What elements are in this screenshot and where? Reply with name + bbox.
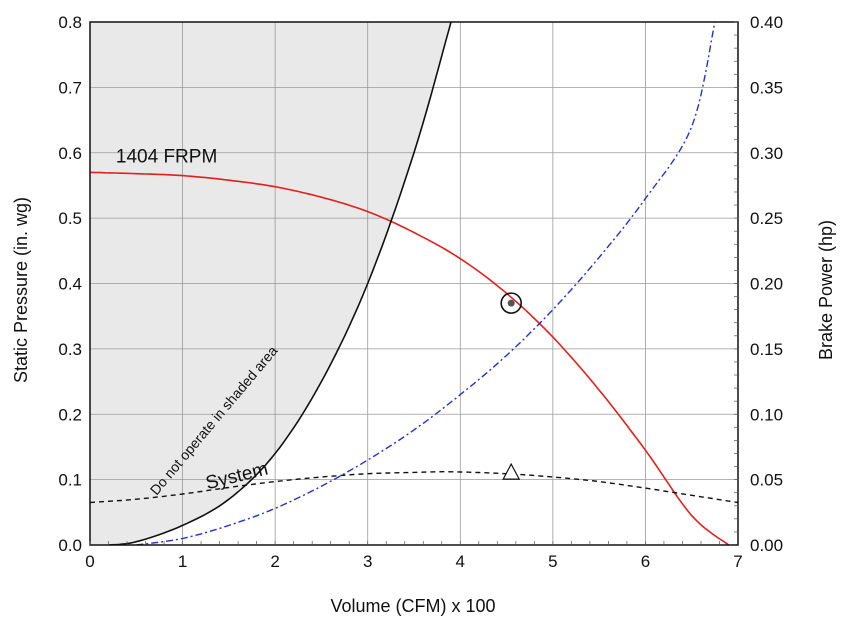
- y-tick-label: 0.5: [58, 209, 82, 228]
- y2-tick-label: 0.25: [750, 209, 783, 228]
- operating-point-ring: [500, 292, 523, 314]
- y-tick-label: 0.2: [58, 405, 82, 424]
- x-axis-title: Volume (CFM) x 100: [330, 596, 495, 616]
- y-tick-label: 0.6: [58, 144, 82, 163]
- series-line-3: [108, 22, 452, 545]
- x-tick-label: 2: [270, 552, 279, 571]
- y2-tick-label: 0.10: [750, 405, 783, 424]
- y2-axis-title: Brake Power (hp): [816, 220, 836, 360]
- operating-point-dot: [507, 299, 515, 307]
- series-line-2: [90, 471, 738, 504]
- y-axis-title: Static Pressure (in. wg): [11, 197, 31, 383]
- x-tick-label: 3: [363, 552, 372, 571]
- y-tick-label: 0.8: [58, 13, 82, 32]
- y2-tick-label: 0.30: [750, 144, 783, 163]
- x-tick-label: 7: [733, 552, 742, 571]
- x-tick-label: 5: [548, 552, 557, 571]
- y2-tick-label: 0.15: [750, 340, 783, 359]
- x-tick-label: 1: [178, 552, 187, 571]
- y2-tick-label: 0.05: [750, 471, 783, 490]
- x-tick-label: 0: [85, 552, 94, 571]
- y2-tick-label: 0.00: [750, 536, 783, 555]
- y2-tick-label: 0.40: [750, 13, 783, 32]
- series-line-1: [136, 22, 716, 545]
- y-tick-label: 0.1: [58, 471, 82, 490]
- annotation-frpm: 1404 FRPM: [116, 147, 217, 168]
- y-tick-label: 0.4: [58, 275, 82, 294]
- x-tick-label: 6: [641, 552, 650, 571]
- y2-tick-label: 0.35: [750, 78, 783, 97]
- series-line-0: [90, 171, 730, 545]
- y-tick-label: 0.7: [58, 78, 82, 97]
- y-tick-label: 0.0: [58, 536, 82, 555]
- triangle-marker: [502, 462, 521, 480]
- y-tick-label: 0.3: [58, 340, 82, 359]
- x-tick-label: 4: [456, 552, 465, 571]
- y2-tick-label: 0.20: [750, 275, 783, 294]
